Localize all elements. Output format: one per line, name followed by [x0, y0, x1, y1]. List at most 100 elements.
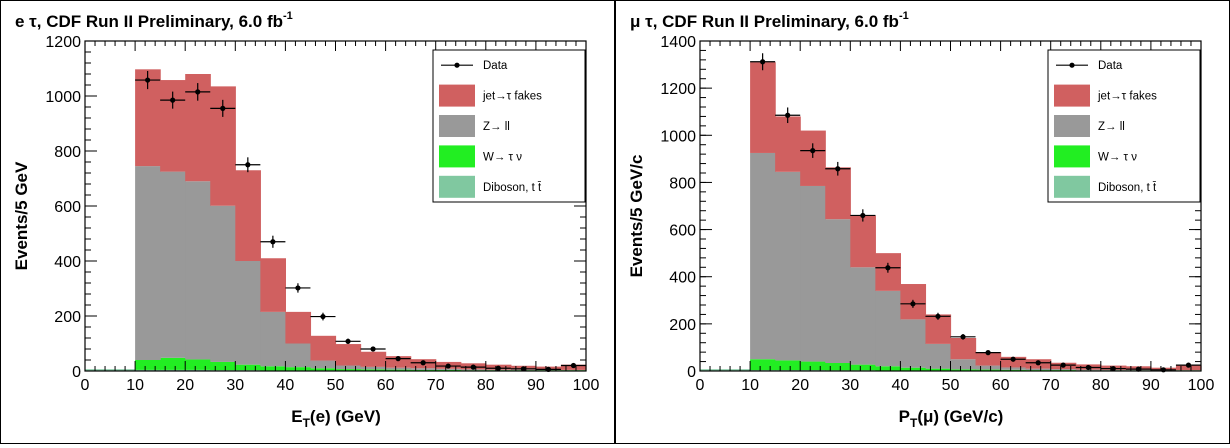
data-point-6 [910, 301, 915, 306]
x-tick-label-8: 80 [1092, 377, 1110, 394]
y-tick-label-3: 600 [669, 223, 696, 240]
data-point-1 [785, 113, 790, 118]
bar-series-3-bin-8 [951, 338, 977, 359]
chart-title-superscript: -1 [283, 10, 293, 22]
data-point-9 [370, 346, 375, 351]
bar-series-1-bin-7 [925, 369, 951, 371]
data-point-0 [760, 59, 765, 64]
bar-series-2-bin-12 [1051, 369, 1077, 370]
x-axis-label: PT(μ) (GeV/c) [899, 407, 1004, 430]
y-tick-label-6: 1200 [660, 81, 696, 98]
legend-label-4: Diboson, t t̄ [483, 181, 542, 193]
bar-series-2-bin-6 [285, 344, 311, 368]
bar-series-3-bin-8 [336, 344, 362, 365]
x-axis-label-rest: (e) (GeV) [310, 407, 381, 426]
y-tick-label-5: 1000 [45, 89, 81, 106]
data-point-4 [860, 213, 865, 218]
bar-series-2-bin-2 [185, 181, 211, 359]
legend-swatch-3 [1054, 145, 1090, 167]
x-tick-label-7: 70 [1042, 377, 1060, 394]
legend-swatch-2 [439, 115, 475, 137]
bar-series-2-bin-11 [411, 368, 437, 370]
y-tick-label-1: 200 [54, 309, 81, 326]
bar-series-2-bin-1 [775, 172, 801, 361]
legend-swatch-4 [1054, 176, 1090, 198]
data-point-6 [295, 285, 300, 290]
x-tick-label-8: 80 [477, 377, 495, 394]
x-tick-label-1: 10 [741, 377, 759, 394]
chart-title: μ τ, CDF Run II Preliminary, 6.0 fb-1 [630, 10, 909, 31]
bar-series-2-bin-1 [160, 172, 186, 358]
legend-label-3: W→ τ ν [483, 151, 522, 163]
x-tick-label-3: 30 [841, 377, 859, 394]
data-point-10 [1011, 357, 1016, 362]
x-tick-label-0: 0 [81, 377, 90, 394]
data-point-5 [885, 265, 890, 270]
x-tick-label-5: 50 [942, 377, 960, 394]
y-tick-label-2: 400 [669, 270, 696, 287]
y-tick-label-2: 400 [54, 254, 81, 271]
y-axis-label: Events/5 GeV [12, 161, 31, 270]
legend-label-2: Z→ ll [1098, 121, 1125, 133]
bar-series-2-bin-7 [310, 361, 336, 369]
data-point-12 [446, 363, 451, 368]
bar-series-2-bin-8 [951, 359, 977, 369]
x-tick-label-1: 10 [126, 377, 144, 394]
x-tick-label-2: 20 [176, 377, 194, 394]
x-tick-label-3: 30 [226, 377, 244, 394]
data-point-13 [1086, 365, 1091, 370]
bar-series-2-bin-0 [750, 153, 776, 359]
data-point-12 [1061, 363, 1066, 368]
bar-series-2-bin-3 [825, 219, 851, 363]
y-tick-label-4: 800 [54, 144, 81, 161]
bar-series-3-bin-9 [361, 352, 387, 367]
bar-series-1-bin-2 [185, 359, 211, 369]
bar-series-2-bin-9 [976, 366, 1002, 370]
legend-label-0: Data [483, 60, 508, 72]
data-point-2 [195, 89, 200, 94]
data-point-11 [1036, 360, 1041, 365]
bar-series-1-bin-4 [850, 365, 876, 371]
x-tick-label-0: 0 [696, 377, 705, 394]
chart-e-tau: e τ, CDF Run II Preliminary, 6.0 fb-1 0 10… [1, 1, 614, 443]
bar-series-2-bin-4 [235, 261, 261, 365]
legend-data-marker [454, 63, 459, 68]
bar-series-2-bin-3 [210, 206, 236, 362]
x-tick-label-4: 40 [277, 377, 295, 394]
legend-swatch-3 [439, 145, 475, 167]
bar-series-1-bin-4 [235, 365, 261, 371]
chart-title-main: e τ, CDF Run II Preliminary, 6.0 fb [15, 12, 283, 31]
data-point-7 [320, 314, 325, 319]
data-point-17 [571, 363, 576, 368]
bar-series-2-bin-9 [361, 367, 387, 369]
bar-series-1-bin-2 [800, 362, 826, 370]
y-axis-label: Events/5 GeV/c [627, 155, 646, 278]
data-point-3 [220, 106, 225, 111]
bar-series-3-bin-4 [235, 170, 261, 261]
bar-series-1-bin-3 [825, 363, 851, 370]
y-tick-label-3: 600 [54, 199, 81, 216]
chart-mu-tau: μ τ, CDF Run II Preliminary, 6.0 fb-1 0 10… [616, 1, 1229, 443]
bar-series-2-bin-5 [875, 291, 901, 366]
data-point-4 [245, 162, 250, 167]
x-axis-label-rest: (μ) (GeV/c) [917, 407, 1003, 426]
bar-series-2-bin-10 [386, 368, 412, 370]
legend-label-2: Z→ ll [483, 121, 510, 133]
bar-series-1-bin-0 [135, 360, 161, 370]
data-point-14 [496, 366, 501, 371]
bar-series-2-bin-12 [436, 369, 462, 370]
data-point-10 [396, 356, 401, 361]
bar-series-2-bin-0 [135, 166, 161, 360]
y-tick-label-0: 0 [687, 364, 696, 381]
x-axis-label-main: E [291, 407, 302, 426]
y-tick-label-0: 0 [72, 364, 81, 381]
bar-series-1-bin-5 [875, 366, 901, 370]
data-point-16 [1161, 367, 1166, 372]
x-tick-label-9: 90 [1142, 377, 1160, 394]
bar-series-2-bin-7 [925, 344, 951, 369]
x-tick-label-10: 100 [1188, 377, 1215, 394]
legend-data-marker [1069, 63, 1074, 68]
data-point-3 [835, 166, 840, 171]
bar-series-3-bin-6 [285, 312, 311, 344]
x-axis-label-main: P [899, 407, 910, 426]
